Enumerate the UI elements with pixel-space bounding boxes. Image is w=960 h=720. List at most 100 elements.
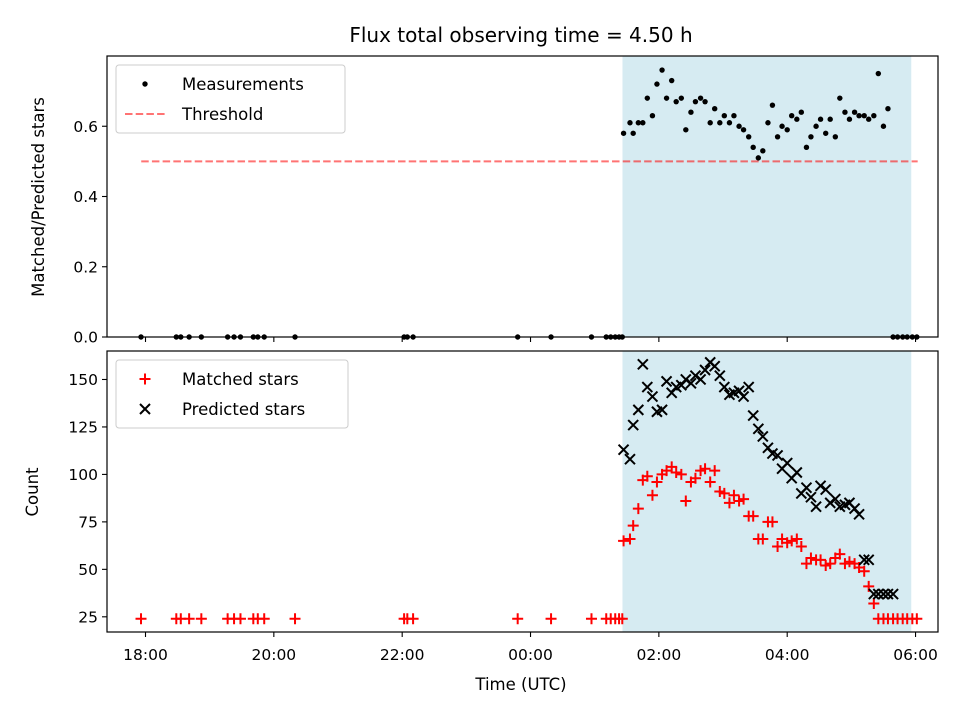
measurement-point — [788, 113, 795, 119]
x-tick-label: 04:00 — [765, 646, 810, 664]
measurement-point — [832, 134, 839, 140]
matched-star-point — [718, 487, 730, 499]
measurement-point — [817, 116, 824, 122]
y-tick-label: 0.2 — [73, 258, 98, 276]
predicted-star-point — [685, 377, 697, 389]
matched-star-point — [815, 554, 827, 566]
predicted-star-point — [887, 588, 899, 600]
legend-dot-marker — [142, 81, 148, 87]
measurement-point — [688, 109, 694, 115]
measurement-point — [794, 116, 800, 122]
matched-star-point — [646, 489, 658, 501]
predicted-star-point — [791, 466, 803, 479]
matched-star-point — [651, 476, 663, 488]
y-tick-label: 150 — [68, 371, 98, 389]
legend-box — [115, 64, 346, 134]
legend-plus-marker — [139, 373, 151, 385]
axes-frame — [106, 350, 939, 633]
measurement-point — [774, 134, 781, 140]
matched-star-point — [407, 613, 419, 625]
predicted-star-point — [862, 554, 875, 566]
matched-star-point — [512, 613, 524, 625]
measurement-point — [644, 95, 651, 101]
measurement-point — [683, 127, 689, 133]
y-tick-label: 0.6 — [73, 118, 98, 136]
matched-star-point — [704, 476, 716, 488]
measurement-point — [707, 120, 713, 126]
measurement-point — [620, 130, 627, 136]
x-tick-label: 00:00 — [508, 646, 553, 664]
legend-label: Threshold — [181, 105, 263, 124]
measurement-point — [717, 120, 723, 126]
matched-star-point — [868, 598, 880, 610]
matched-star-point — [843, 556, 855, 568]
measurement-point — [630, 130, 636, 136]
predicted-star-point — [660, 375, 673, 388]
matched-star-point — [234, 613, 246, 625]
predicted-star-point — [742, 381, 755, 393]
matched-star-point — [800, 558, 812, 570]
measurement-point — [871, 113, 877, 119]
predicted-star-point — [708, 360, 721, 372]
matched-star-point — [680, 495, 692, 507]
x-axis-label: Time (UTC) — [474, 675, 566, 694]
matched-star-point — [627, 520, 639, 532]
measurement-point — [635, 120, 642, 126]
bottom-panel-counts: 25 50 75 100 125 150 18:00 20:00 22:00 00:00 02:00… — [68, 350, 939, 664]
x-tick-label: 20:00 — [252, 646, 297, 664]
legend: Matched stars Predicted stars — [115, 359, 349, 429]
legend-label: Predicted stars — [182, 400, 305, 419]
predicted-star-point — [714, 369, 726, 382]
measurement-point — [765, 120, 771, 126]
legend-label: Measurements — [182, 75, 304, 94]
measurement-point — [649, 113, 656, 119]
predicted-star-point — [805, 491, 817, 503]
measurement-point — [842, 109, 848, 115]
predicted-star-point — [877, 588, 890, 600]
legend-label: Matched stars — [182, 370, 299, 389]
measurement-point — [654, 81, 660, 87]
predicted-star-point — [853, 508, 865, 520]
x-tick-label: 02:00 — [637, 646, 682, 664]
observing-window-shade — [622, 351, 912, 632]
measurement-point — [678, 95, 685, 101]
measurement-point — [779, 123, 785, 129]
predicted-star-point — [646, 390, 659, 403]
y-tick-label: 0.0 — [73, 329, 98, 347]
measurement-point — [697, 95, 704, 101]
predicted-star-point — [632, 404, 645, 416]
matched-star-point — [670, 467, 682, 479]
measurement-point — [711, 105, 718, 112]
matched-star-point — [675, 468, 687, 480]
matched-star-point — [183, 613, 195, 625]
predicted-star-point — [718, 381, 731, 393]
measurement-point — [827, 116, 833, 122]
matched-star-point — [747, 510, 759, 522]
measurement-point — [745, 134, 752, 140]
predicted-star-point — [627, 419, 639, 431]
y-tick-label: 25 — [78, 608, 98, 626]
measurement-point — [627, 120, 633, 126]
matched-star-point — [858, 565, 870, 577]
measurement-point — [798, 109, 805, 115]
measurement-point — [673, 98, 679, 105]
predicted-star-point — [819, 483, 832, 496]
predicted-star-point — [757, 430, 769, 443]
predicted-star-point — [872, 588, 885, 600]
measurement-point — [750, 144, 756, 151]
y-tick-label: 100 — [68, 466, 98, 484]
measurement-point — [861, 113, 867, 119]
measurement-point — [736, 123, 742, 129]
predicted-star-point — [699, 364, 711, 376]
measurement-point — [726, 120, 733, 126]
top-panel-flux-ratio: 0.0 0.2 0.4 0.6 Measurements Threshold — [73, 55, 939, 347]
measurement-point — [837, 95, 843, 101]
matched-star-point — [258, 613, 270, 625]
x-tick-label: 22:00 — [380, 646, 425, 664]
predicted-star-point — [868, 588, 880, 600]
measurement-point — [846, 116, 853, 122]
matched-star-point — [738, 493, 750, 505]
legend-x-marker — [139, 403, 151, 415]
matched-star-point — [834, 548, 846, 560]
